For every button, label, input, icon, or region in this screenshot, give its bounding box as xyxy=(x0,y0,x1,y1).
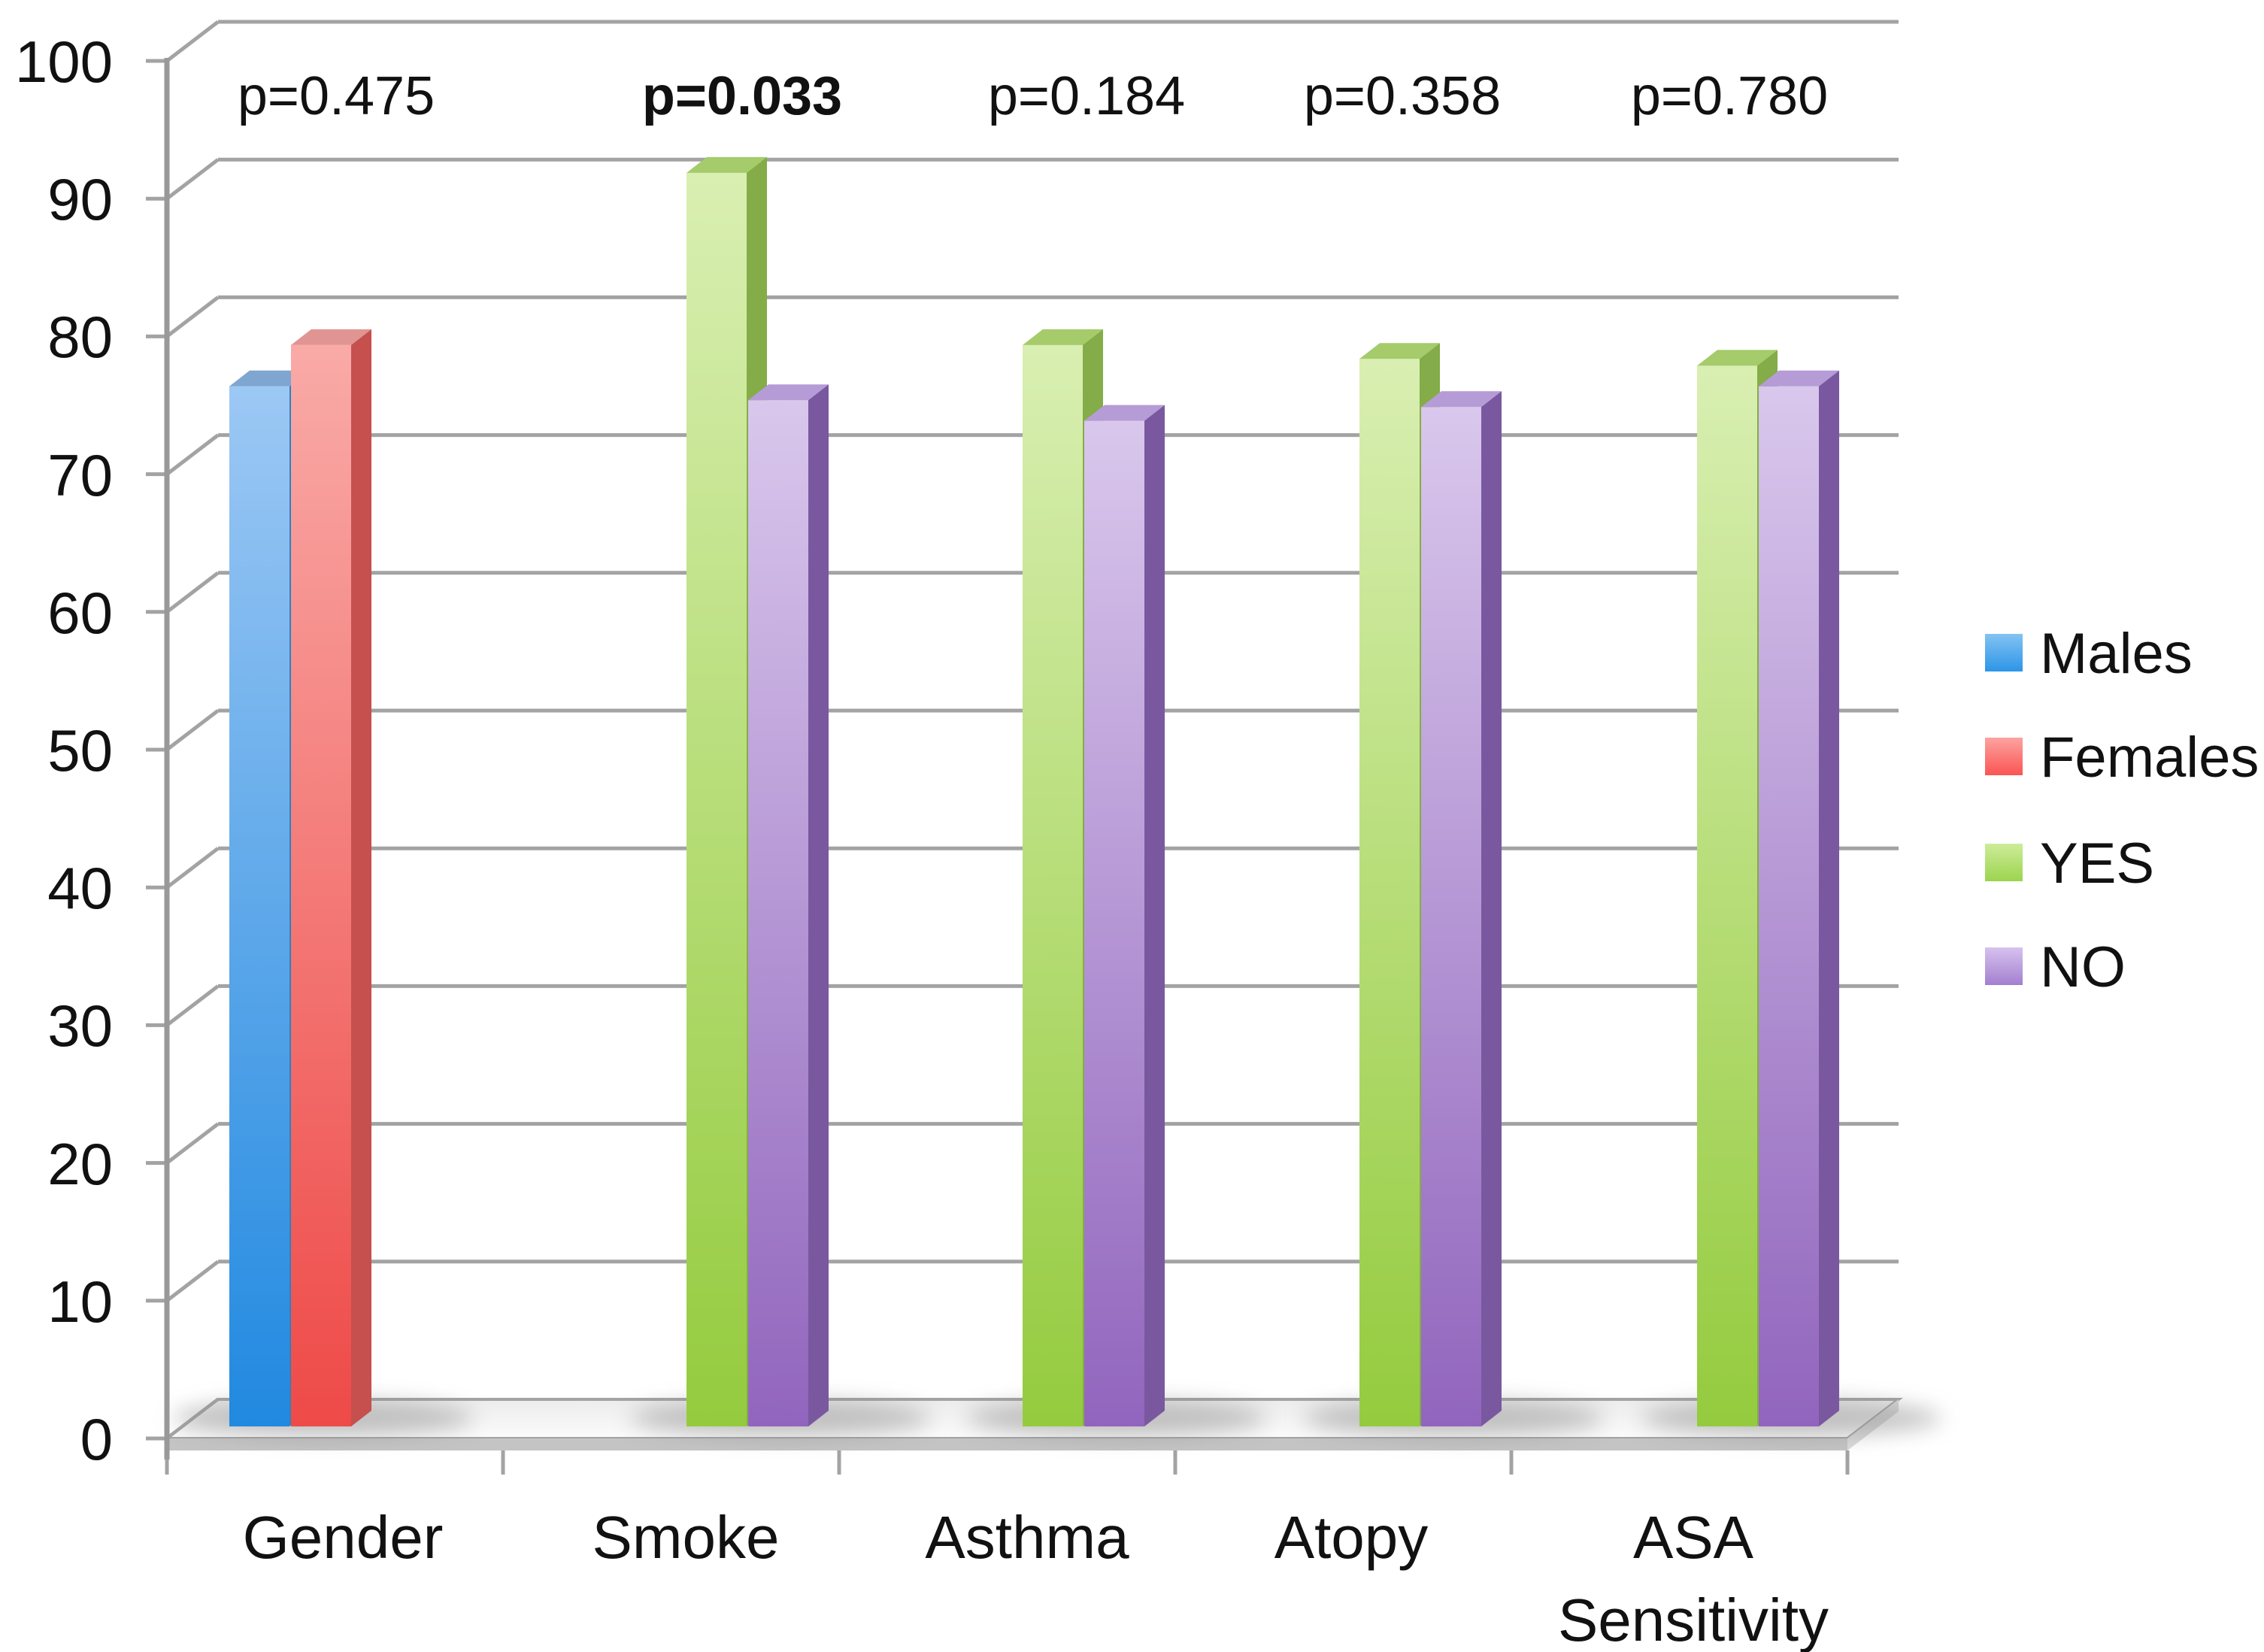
bar-asthma-no xyxy=(1084,405,1165,1426)
y-tick-label: 50 xyxy=(47,717,113,784)
bar-side-face xyxy=(351,329,371,1426)
bar-front-face xyxy=(1359,359,1420,1427)
y-tick-label: 40 xyxy=(47,855,113,921)
bar-front-face xyxy=(1084,420,1144,1426)
y-tick-label: 80 xyxy=(47,304,113,370)
y-tick-label: 70 xyxy=(47,442,113,508)
category-label: Smoke xyxy=(593,1504,780,1571)
p-value-label: p=0.033 xyxy=(642,66,842,126)
legend-swatch xyxy=(1985,947,2023,985)
bar-smoke-no xyxy=(748,384,829,1427)
bar-top-face xyxy=(1359,343,1440,359)
bar-front-face xyxy=(1759,386,1819,1426)
gridline-diagonal xyxy=(165,158,220,201)
bar-front-face xyxy=(229,386,289,1426)
bar-front-face xyxy=(1023,344,1083,1426)
legend-swatch xyxy=(1985,634,2023,671)
gridline-diagonal xyxy=(165,984,220,1027)
gridline-diagonal xyxy=(165,709,220,751)
p-value-label: p=0.780 xyxy=(1631,66,1828,126)
p-value-annotations: p=0.475 p=0.033 p=0.184 p=0.358 p=0.780 xyxy=(238,66,1828,126)
gridline-diagonal xyxy=(165,847,220,890)
legend-label: Females xyxy=(2040,726,2259,790)
category-label: ASA xyxy=(1633,1504,1754,1571)
gridline-diagonal xyxy=(165,1122,220,1165)
y-tick-label: 90 xyxy=(47,166,113,232)
bar-top-face xyxy=(1421,391,1502,408)
category-group xyxy=(229,329,371,1426)
y-tick-label: 0 xyxy=(80,1406,113,1472)
category-group xyxy=(1359,343,1502,1427)
gridline-diagonal xyxy=(165,571,220,614)
category-group xyxy=(1023,329,1165,1426)
gridlines xyxy=(146,20,1899,1441)
bar-gender-females xyxy=(291,329,371,1426)
legend-label: YES xyxy=(2040,832,2154,896)
y-tick-label: 100 xyxy=(15,29,113,95)
y-tick-label: 10 xyxy=(47,1269,113,1335)
bar-front-face xyxy=(1421,407,1481,1426)
bar-top-face xyxy=(1023,329,1103,345)
x-axis-labels: Gender Smoke Asthma Atopy ASA Sensitivity xyxy=(243,1504,1829,1652)
bar-side-face xyxy=(1481,391,1502,1426)
y-tick-label: 60 xyxy=(47,580,113,646)
y-axis-labels: 0 10 20 30 40 50 60 70 80 90 100 xyxy=(15,29,113,1472)
bar-side-face xyxy=(808,384,829,1427)
p-value-label: p=0.358 xyxy=(1304,66,1501,126)
bar-top-face xyxy=(1697,350,1778,366)
p-value-label: p=0.475 xyxy=(238,66,435,126)
category-group xyxy=(686,156,829,1427)
floor-front xyxy=(167,1438,1847,1450)
bar-top-face xyxy=(1759,370,1839,386)
gridline-diagonal xyxy=(165,1259,220,1302)
y-tick-label: 30 xyxy=(47,993,113,1059)
y-tick-label: 20 xyxy=(47,1131,113,1197)
gridline-diagonal xyxy=(165,433,220,476)
bar-top-face xyxy=(229,370,310,386)
bar-top-face xyxy=(291,329,371,345)
bar-top-face xyxy=(1084,405,1165,421)
category-label: Gender xyxy=(243,1504,444,1571)
bar-front-face xyxy=(291,344,351,1426)
legend: Males Females YES NO xyxy=(1985,622,2259,999)
bar-front-face xyxy=(686,172,747,1426)
bar-front-face xyxy=(1697,365,1757,1426)
bar-top-face xyxy=(748,384,829,401)
category-label: Atopy xyxy=(1274,1504,1429,1571)
p-value-label: p=0.184 xyxy=(988,66,1185,126)
bar-top-face xyxy=(686,156,767,173)
bar-side-face xyxy=(1819,370,1839,1426)
legend-swatch xyxy=(1985,738,2023,775)
category-label: Asthma xyxy=(925,1504,1129,1571)
legend-label: NO xyxy=(2040,935,2126,999)
category-label: Sensitivity xyxy=(1558,1587,1829,1652)
bar-atopy-no xyxy=(1421,391,1502,1426)
bar-asa-sensitivity-no xyxy=(1759,370,1839,1426)
bar-side-face xyxy=(1144,405,1165,1426)
category-group xyxy=(1697,350,1839,1426)
bar-front-face xyxy=(748,400,808,1427)
gridline-diagonal xyxy=(165,296,220,338)
gridline-diagonal xyxy=(165,20,220,62)
legend-label: Males xyxy=(2040,622,2193,686)
legend-swatch xyxy=(1985,844,2023,881)
